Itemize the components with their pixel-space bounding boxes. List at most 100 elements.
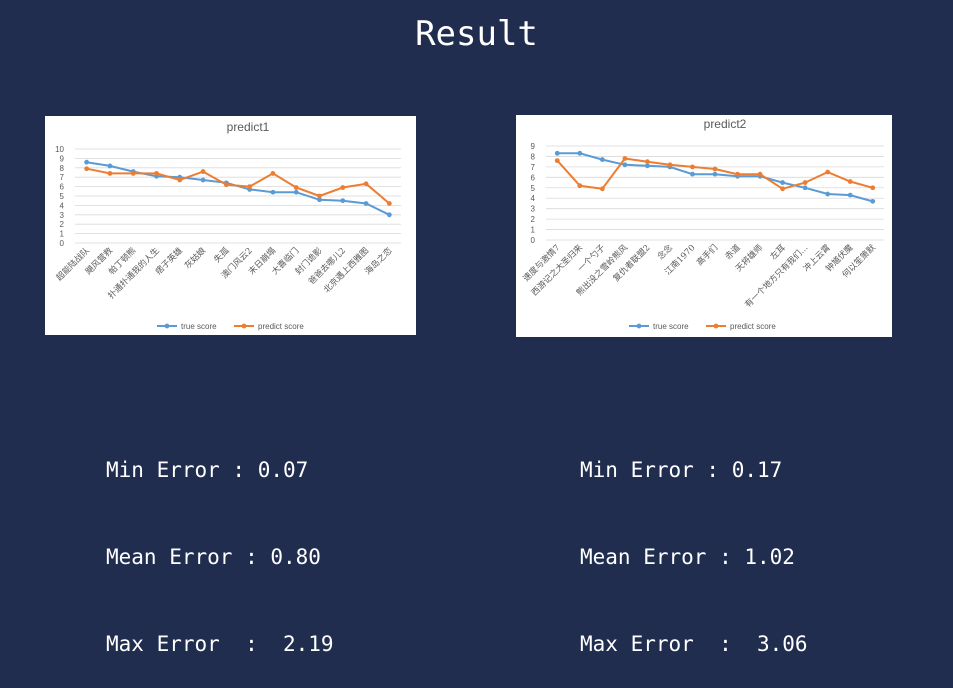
series-line-predict-score	[86, 167, 391, 205]
data-point	[84, 159, 90, 165]
chart-title: predict1	[227, 120, 270, 134]
data-point	[825, 169, 831, 175]
data-point	[712, 166, 718, 172]
chart-title: predict2	[704, 117, 747, 131]
y-tick-label: 5	[60, 192, 65, 201]
chart-predict1-svg: predict1012345678910超能陆战队飓风营救帕丁顿熊扑通扑通我的人…	[54, 120, 401, 331]
chart-predict2-svg: predict20123456789速度与激情7西游记之大圣归来一个勺子熊出没之…	[521, 117, 884, 331]
data-point	[825, 191, 831, 197]
data-point	[200, 177, 206, 183]
data-point	[84, 166, 90, 172]
y-tick-label: 7	[60, 173, 65, 182]
y-tick-label: 3	[60, 211, 65, 220]
data-point	[690, 171, 695, 177]
y-tick-label: 0	[531, 236, 536, 245]
data-point	[780, 186, 785, 192]
y-tick-label: 9	[60, 154, 65, 163]
data-point	[802, 180, 808, 185]
data-point	[645, 163, 650, 169]
data-point	[386, 212, 392, 218]
x-tick-label: 高手们	[694, 242, 720, 268]
data-point	[270, 171, 276, 176]
x-tick-label: 灰姑娘	[182, 245, 208, 271]
x-tick-label: 念念	[655, 242, 675, 262]
data-point	[340, 185, 346, 190]
y-tick-label: 4	[60, 201, 65, 210]
data-point	[577, 150, 583, 156]
y-tick-label: 1	[60, 230, 65, 239]
data-point	[554, 150, 560, 156]
stats-predict2: Min Error : 0.17 Mean Error : 1.02 Max E…	[580, 398, 808, 688]
data-point	[154, 171, 159, 176]
data-point	[293, 189, 299, 195]
data-point	[107, 171, 113, 176]
data-point	[667, 162, 673, 168]
data-point	[107, 163, 113, 169]
data-point	[340, 198, 346, 204]
data-point	[847, 192, 853, 198]
data-point	[802, 185, 808, 191]
y-tick-label: 8	[531, 152, 536, 161]
data-point	[363, 181, 369, 187]
data-point	[200, 169, 206, 174]
y-tick-label: 1	[531, 226, 536, 235]
data-point	[386, 201, 392, 206]
y-tick-label: 4	[531, 194, 536, 203]
data-point	[223, 182, 229, 188]
data-point	[870, 185, 876, 191]
page-title: Result	[415, 14, 538, 54]
y-tick-label: 7	[531, 163, 536, 172]
y-tick-label: 6	[60, 183, 65, 192]
data-point	[780, 180, 785, 185]
data-point	[554, 158, 560, 164]
legend-label: predict score	[730, 322, 776, 331]
y-tick-label: 5	[531, 184, 536, 193]
data-point	[293, 185, 299, 190]
data-point	[645, 159, 650, 165]
min-error-1: Min Error : 0.07	[106, 458, 309, 482]
data-point	[317, 193, 322, 199]
max-error-2: Max Error : 3.06	[580, 632, 808, 656]
legend-label: predict score	[258, 322, 304, 331]
data-point	[599, 186, 605, 192]
data-point	[577, 183, 583, 189]
data-point	[270, 189, 276, 195]
y-tick-label: 9	[531, 142, 536, 151]
y-tick-label: 3	[531, 205, 536, 214]
legend-marker	[241, 323, 247, 329]
data-point	[317, 197, 322, 203]
x-tick-label: 失孤	[212, 245, 232, 265]
y-tick-label: 8	[60, 164, 65, 173]
data-point	[130, 171, 136, 176]
stats-predict1: Min Error : 0.07 Mean Error : 0.80 Max E…	[106, 398, 334, 688]
data-point	[363, 201, 369, 206]
y-tick-label: 2	[60, 220, 65, 229]
data-point	[622, 162, 628, 168]
y-tick-label: 6	[531, 173, 536, 182]
chart-predict2: predict2 0 1 2 3 4 5 6 7 8 9 速度与激情7 西游记之大圣归来 一个勺子 熊出没之…	[516, 115, 892, 337]
data-point	[690, 164, 695, 170]
data-point	[622, 156, 628, 161]
legend-label: true score	[653, 322, 689, 331]
y-tick-label: 2	[531, 215, 536, 224]
data-point	[757, 171, 763, 177]
mean-error-2: Mean Error : 1.02	[580, 545, 795, 569]
data-point	[712, 171, 718, 177]
data-point	[735, 171, 740, 177]
legend-marker	[713, 323, 719, 329]
mean-error-1: Mean Error : 0.80	[106, 545, 321, 569]
max-error-1: Max Error : 2.19	[106, 632, 334, 656]
data-point	[247, 184, 253, 189]
y-tick-label: 0	[60, 239, 65, 248]
min-error-2: Min Error : 0.17	[580, 458, 783, 482]
data-point	[847, 179, 853, 184]
data-point	[599, 157, 605, 162]
legend-label: true score	[181, 322, 217, 331]
x-tick-label: 左耳	[768, 242, 788, 262]
x-tick-label: 超能陆战队	[54, 245, 92, 283]
data-point	[870, 198, 876, 204]
legend-marker	[164, 323, 170, 329]
y-tick-label: 10	[55, 145, 64, 154]
x-tick-label: 赤道	[723, 242, 743, 262]
chart-predict1: predict1 0 1 2 3 4 5 6 7 8 9 10 超能陆战队 飓风营救 帕丁顿熊 扑通扑通我的人…	[45, 116, 416, 335]
